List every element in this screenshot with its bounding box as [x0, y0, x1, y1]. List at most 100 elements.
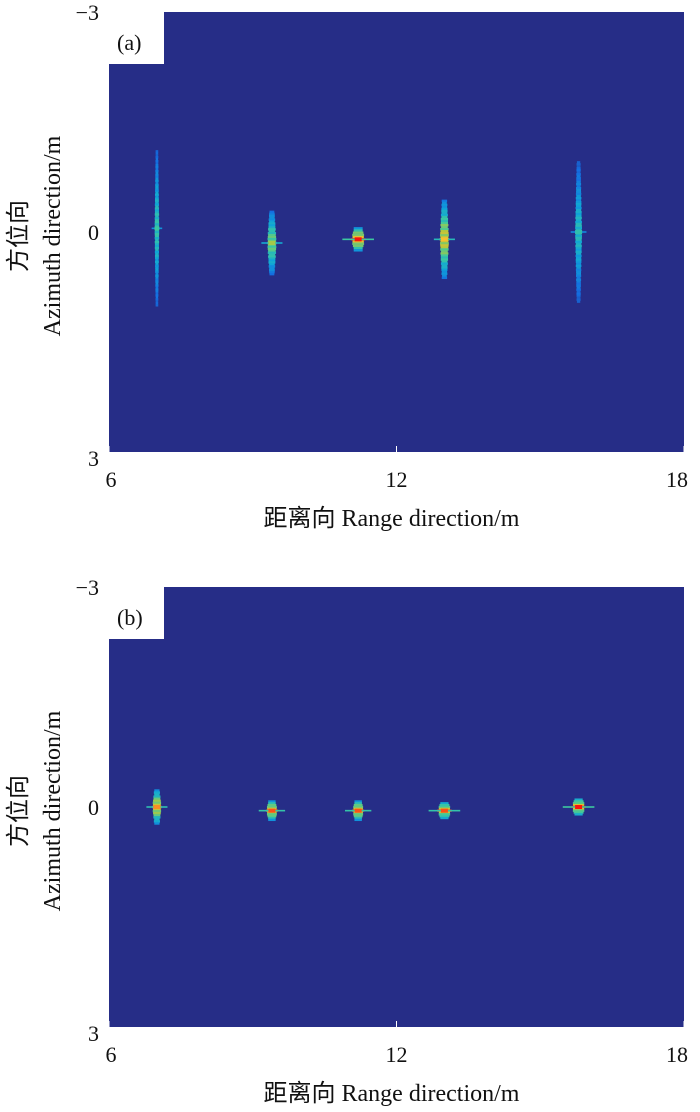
target-core [354, 237, 362, 242]
target-band [266, 805, 277, 809]
x-tick-label: 6 [106, 1042, 117, 1067]
target-core [153, 805, 161, 809]
target-band [155, 154, 159, 157]
target-band [155, 171, 159, 175]
target-band [155, 298, 159, 301]
target-band [576, 252, 582, 256]
target-band [440, 223, 449, 227]
target-band [440, 230, 449, 233]
target-band [268, 259, 276, 262]
target-band [155, 195, 159, 198]
target-band [441, 270, 448, 273]
target-band [575, 224, 582, 228]
target-band [155, 175, 159, 179]
target-band [268, 230, 276, 233]
target-band [440, 221, 449, 225]
x-tick-label: 12 [386, 467, 408, 492]
target-band [154, 254, 159, 258]
target-band [575, 196, 582, 200]
target-band [152, 801, 162, 805]
target-band [268, 249, 276, 252]
target-band [155, 238, 159, 242]
target-band [154, 244, 159, 248]
target-band [154, 219, 159, 222]
target-band [439, 242, 449, 245]
target-band [441, 211, 448, 215]
target-band [155, 150, 159, 153]
target-2 [258, 800, 286, 822]
target-band [155, 205, 159, 208]
targets [151, 150, 587, 307]
ticks [108, 1021, 685, 1027]
target-band [441, 264, 448, 267]
target-band [268, 253, 276, 256]
target-band [154, 250, 159, 254]
target-band [441, 207, 448, 211]
target-band [354, 800, 362, 803]
target-band [154, 789, 160, 792]
target-band [440, 232, 449, 235]
target-band [154, 193, 159, 196]
target-band [155, 197, 159, 200]
target-band [267, 235, 277, 239]
target-band [440, 244, 449, 247]
target-band [154, 242, 159, 246]
target-band [576, 296, 581, 299]
target-band [155, 302, 159, 305]
target-band [269, 212, 275, 215]
x-tick-label: 18 [666, 467, 688, 492]
target-band [440, 217, 449, 221]
target-band [269, 263, 275, 266]
target-band [154, 793, 160, 796]
target-band [442, 201, 447, 205]
target-4 [433, 199, 455, 280]
target-band [441, 203, 448, 207]
target-band [268, 234, 276, 237]
target-band [155, 296, 159, 299]
target-3 [344, 800, 372, 822]
target-band [155, 163, 159, 167]
target-band [575, 236, 582, 240]
y-axis-label-en: Azimuth direction/m [40, 135, 66, 336]
target-band [575, 192, 582, 196]
y-tick-label: 0 [88, 220, 99, 245]
target-band [441, 215, 448, 219]
target-band [575, 220, 582, 224]
target-band [576, 270, 582, 274]
target-band [576, 280, 581, 283]
target-band [269, 210, 275, 214]
target-band [152, 809, 162, 813]
y-tick-label: 3 [88, 446, 99, 471]
x-tick-label: 12 [386, 1042, 408, 1067]
target-core [154, 226, 160, 231]
y-tick-label: −3 [76, 575, 99, 600]
target-band [441, 250, 448, 253]
target-2 [261, 210, 283, 276]
target-band [440, 236, 449, 239]
target-band [576, 190, 582, 194]
target-band [155, 252, 159, 256]
target-band [575, 206, 582, 210]
target-band [439, 234, 449, 237]
target-band [266, 813, 277, 816]
target-band [155, 262, 159, 266]
target-band [155, 179, 159, 183]
target-band [268, 255, 276, 258]
target-band [268, 818, 276, 822]
target-band [154, 217, 160, 220]
target-band [154, 207, 160, 210]
target-band [572, 802, 585, 805]
target-band [154, 818, 160, 821]
target-band [575, 240, 582, 244]
target-band [268, 228, 276, 231]
target-band [153, 814, 161, 817]
target-band [441, 272, 448, 275]
panel-b: (b) 6 12 18 −3 0 3 距离向 Range direction/m 方位向 Azim… [5, 575, 688, 1107]
target-band [153, 820, 160, 823]
target-band [440, 228, 449, 231]
target-band [155, 300, 159, 303]
target-band [268, 265, 276, 268]
target-band [155, 286, 159, 289]
target-band [576, 294, 581, 297]
target-band [576, 274, 582, 277]
